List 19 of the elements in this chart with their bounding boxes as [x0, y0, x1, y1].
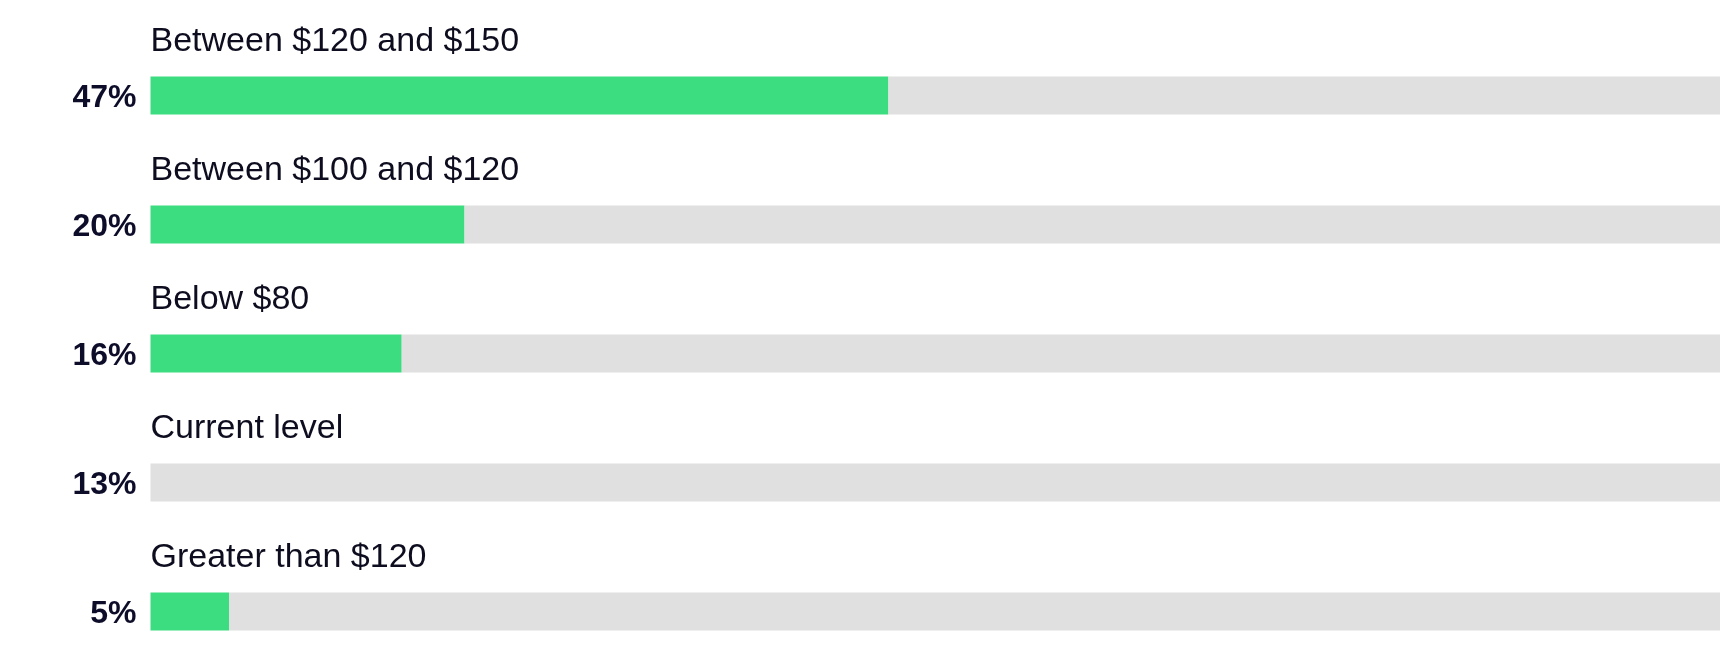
bar: [229, 592, 1720, 631]
bar: [150, 334, 402, 373]
y-tick-label: Below $80: [150, 277, 310, 316]
y-tick-label: Between $120 and $150: [150, 19, 520, 58]
bar: [401, 334, 1720, 373]
text: 13%: [72, 464, 137, 501]
bar: [150, 463, 1720, 502]
data-label: 47%: [72, 77, 137, 114]
bar: [150, 76, 889, 115]
data-label: 5%: [90, 593, 137, 630]
y-tick-label: Greater than $120: [150, 535, 427, 574]
bar: [464, 205, 1720, 244]
y-tick-label: Between $100 and $120: [150, 148, 520, 187]
data-label: 20%: [72, 206, 137, 243]
bar: [150, 205, 465, 244]
bar: [888, 76, 1720, 115]
bar: [150, 592, 229, 631]
y-tick-label: Current level: [150, 406, 344, 445]
data-label: 16%: [72, 335, 137, 372]
